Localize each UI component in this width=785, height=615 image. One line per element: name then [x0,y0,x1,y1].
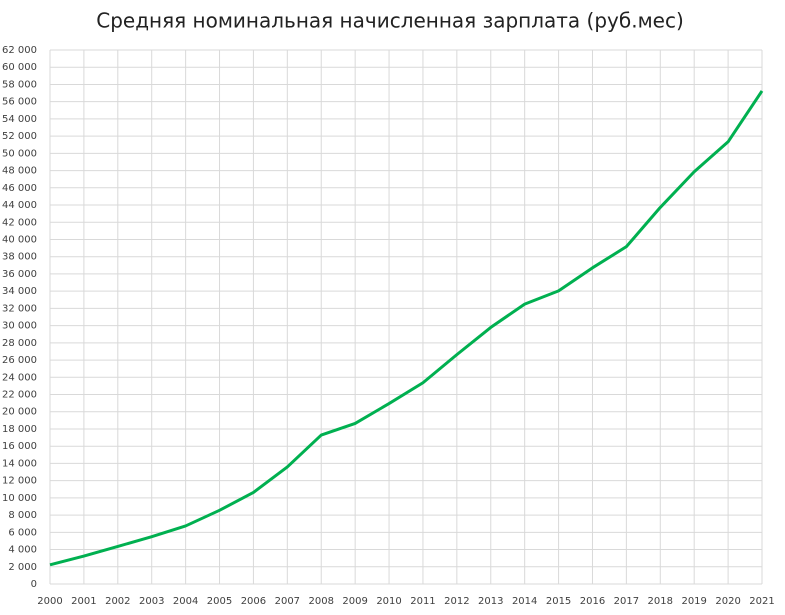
y-tick-label: 24 000 [2,372,37,383]
y-tick-label: 58 000 [2,79,37,90]
x-tick-label: 2003 [139,596,164,607]
x-tick-label: 2008 [309,596,334,607]
y-tick-label: 28 000 [2,338,37,349]
y-tick-label: 14 000 [2,458,37,469]
y-tick-label: 34 000 [2,286,37,297]
y-tick-label: 8 000 [8,510,37,521]
y-tick-label: 20 000 [2,407,37,418]
y-tick-label: 2 000 [8,562,37,573]
data-line [49,90,764,567]
y-tick-label: 10 000 [2,493,37,504]
x-tick-label: 2006 [241,596,266,607]
x-tick-label: 2013 [478,596,503,607]
y-tick-label: 52 000 [2,131,37,142]
x-tick-label: 2004 [173,596,198,607]
x-tick-label: 2002 [105,596,130,607]
x-tick-label: 2000 [37,596,62,607]
x-tick-label: 2014 [512,596,537,607]
y-tick-label: 0 [31,579,37,590]
y-tick-label: 12 000 [2,476,37,487]
x-tick-label: 2007 [275,596,300,607]
y-tick-label: 50 000 [2,148,37,159]
x-tick-label: 2016 [580,596,605,607]
y-tick-label: 32 000 [2,303,37,314]
x-tick-label: 2001 [71,596,96,607]
x-tick-label: 2020 [715,596,740,607]
y-tick-label: 40 000 [2,234,37,245]
y-tick-label: 30 000 [2,321,37,332]
y-tick-label: 38 000 [2,252,37,263]
x-tick-label: 2017 [614,596,639,607]
y-tick-label: 54 000 [2,114,37,125]
x-tick-label: 2019 [681,596,706,607]
y-tick-label: 56 000 [2,97,37,108]
y-tick-label: 42 000 [2,217,37,228]
y-tick-label: 46 000 [2,183,37,194]
x-tick-label: 2011 [410,596,435,607]
x-tick-label: 2010 [376,596,401,607]
y-tick-label: 36 000 [2,269,37,280]
y-tick-label: 18 000 [2,424,37,435]
y-tick-label: 44 000 [2,200,37,211]
x-tick-label: 2018 [648,596,673,607]
x-tick-label: 2005 [207,596,232,607]
y-tick-label: 60 000 [2,62,37,73]
y-tick-label: 26 000 [2,355,37,366]
y-tick-label: 22 000 [2,390,37,401]
x-tick-label: 2012 [444,596,469,607]
y-tick-label: 62 000 [2,45,37,56]
y-tick-label: 16 000 [2,441,37,452]
y-tick-label: 6 000 [8,527,37,538]
x-tick-label: 2021 [749,596,774,607]
y-tick-label: 4 000 [8,545,37,556]
x-tick-label: 2015 [546,596,571,607]
chart-title: Средняя номинальная начисленная зарплата… [96,9,684,33]
y-tick-label: 48 000 [2,166,37,177]
x-tick-label: 2009 [342,596,367,607]
